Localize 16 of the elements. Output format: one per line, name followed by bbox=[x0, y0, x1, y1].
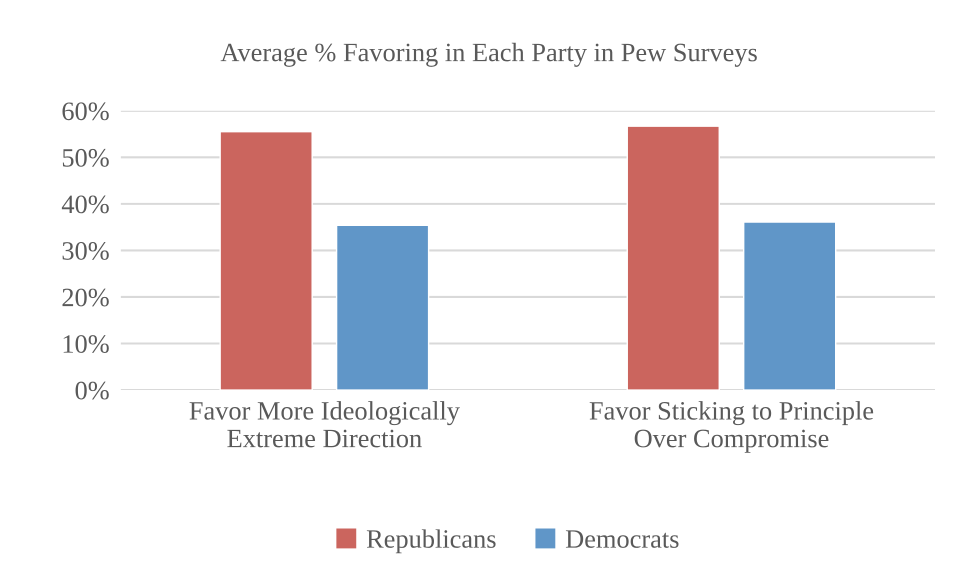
y-tick-label: 30% bbox=[62, 242, 109, 260]
y-tick-label: 10% bbox=[64, 335, 109, 354]
legend-label: Democrats bbox=[566, 530, 679, 548]
bar bbox=[626, 125, 720, 390]
bar bbox=[219, 131, 313, 390]
bar bbox=[742, 221, 836, 390]
y-tick-label: 50% bbox=[62, 148, 109, 167]
y-tick-label: 60% bbox=[62, 102, 109, 120]
x-tick-label: Favor Sticking to Principle Over Compromise bbox=[590, 401, 874, 453]
chart-title: Average % Favoring in Each Party in Pew Surveys bbox=[220, 42, 757, 67]
y-tick-label: 0% bbox=[76, 382, 109, 400]
y-tick-label: 40% bbox=[62, 195, 109, 214]
y-tick-label: 20% bbox=[62, 288, 109, 306]
legend-label: Republicans bbox=[366, 529, 496, 554]
x-tick-label: Favor More Ideologically Extreme Direction bbox=[190, 401, 460, 448]
bar bbox=[336, 224, 430, 390]
